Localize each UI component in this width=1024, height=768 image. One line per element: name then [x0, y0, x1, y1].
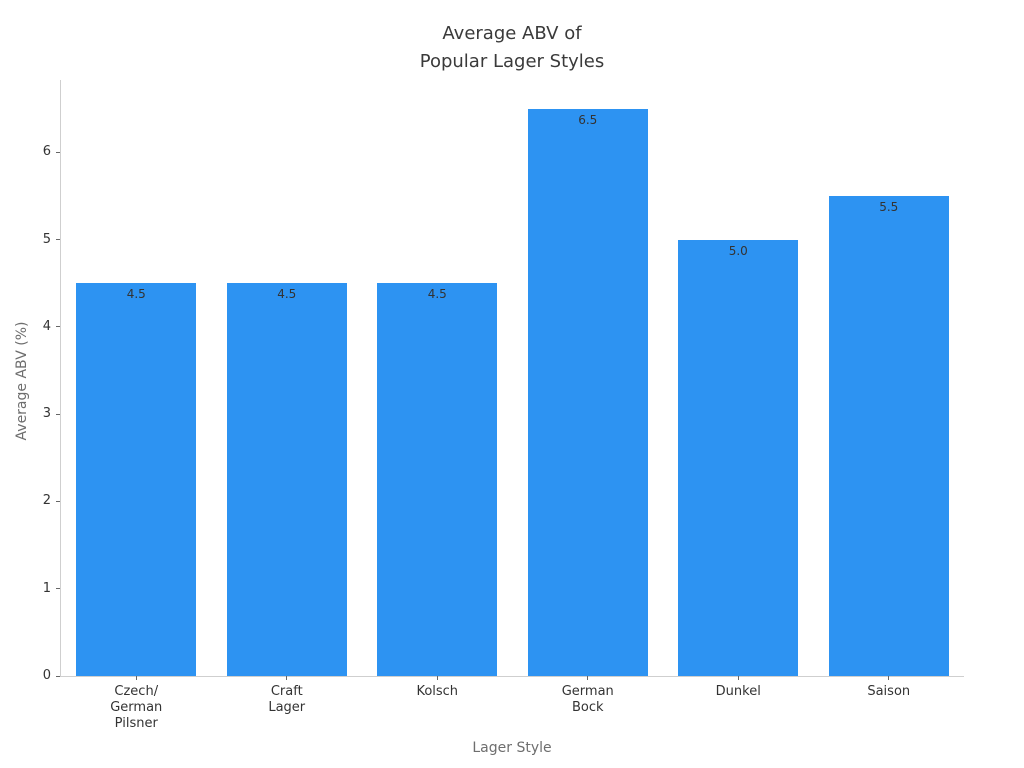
bar-craft-lager: 4.5 — [226, 283, 347, 676]
chart-title: Average ABV of Popular Lager Styles — [419, 23, 605, 72]
bar-value-label: 5.0 — [728, 243, 748, 258]
y-tick-label: 4 — [42, 318, 51, 334]
x-tick-mark — [737, 676, 739, 680]
x-tick-mark — [587, 676, 589, 680]
y-tick-mark — [56, 239, 60, 241]
y-tick-mark — [56, 326, 60, 328]
x-tick-label: German Bock — [561, 684, 614, 715]
bar-saison: 5.5 — [828, 196, 949, 676]
y-tick-label: 6 — [42, 144, 51, 160]
y-tick-label: 3 — [42, 406, 51, 422]
bar-czech-german-pilsner: 4.5 — [76, 283, 197, 676]
x-tick-mark — [286, 676, 288, 680]
bar-value-label: 5.5 — [879, 200, 899, 215]
x-tick-label: Craft Lager — [268, 684, 306, 715]
y-tick-label: 1 — [42, 580, 51, 596]
x-axis-title: Lager Style — [472, 740, 552, 756]
x-tick-mark — [888, 676, 890, 680]
x-tick-label: Czech/ German Pilsner — [110, 684, 163, 731]
x-tick-label: Dunkel — [715, 684, 761, 699]
x-tick-label: Kolsch — [416, 684, 459, 699]
y-tick-mark — [56, 151, 60, 153]
plot-area: 0 1 2 3 4 5 6 4.5 Czech/ German Pilsner 4.5 Craft … — [43, 80, 964, 731]
x-tick-mark — [436, 676, 438, 680]
bar-kolsch: 4.5 — [377, 283, 498, 676]
y-tick-mark — [56, 588, 60, 590]
x-tick-label: Saison — [867, 684, 911, 699]
bar-value-label: 4.5 — [427, 287, 447, 302]
bar-value-label: 6.5 — [578, 112, 598, 127]
bar-value-label: 4.5 — [277, 287, 297, 302]
bar-dunkel: 5.0 — [678, 239, 799, 676]
y-tick-mark — [56, 413, 60, 415]
y-tick-label: 2 — [42, 493, 51, 509]
y-tick-mark — [56, 500, 60, 502]
y-tick-label: 5 — [42, 231, 51, 247]
y-axis-title-text: Average ABV (%) — [14, 321, 30, 441]
y-tick-mark — [56, 675, 60, 677]
y-tick-label: 0 — [42, 668, 51, 683]
bar-german-bock: 6.5 — [527, 108, 648, 676]
x-tick-mark — [135, 676, 137, 680]
bar-value-label: 4.5 — [126, 287, 146, 302]
